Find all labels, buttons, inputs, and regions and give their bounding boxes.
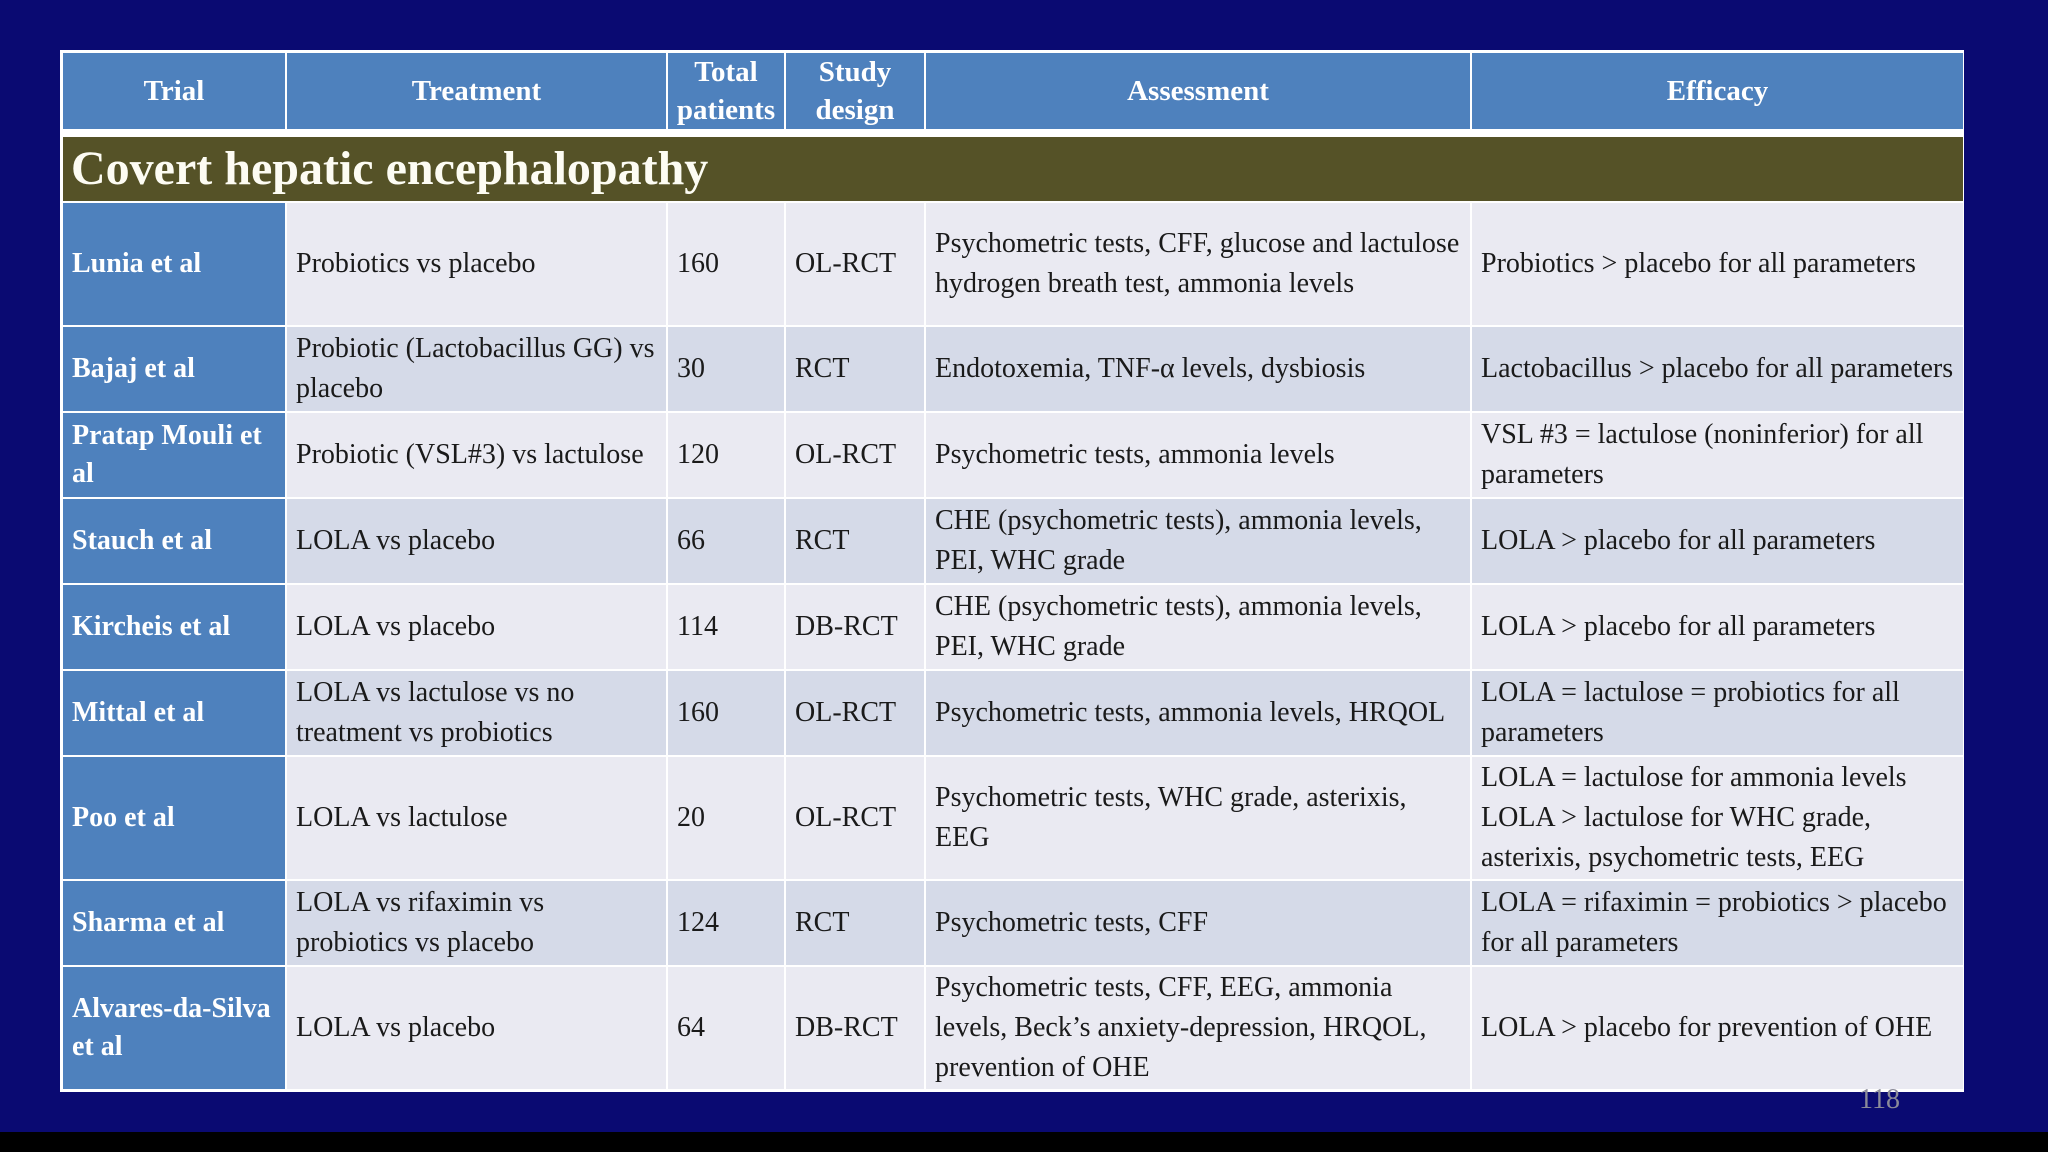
efficacy-cell: LOLA > placebo for prevention of OHE — [1472, 967, 1963, 1089]
patients-cell: 30 — [668, 327, 784, 411]
bottom-black-bar — [0, 1132, 2048, 1152]
page-number: 118 — [1859, 1084, 1900, 1115]
assessment-cell: CHE (psychometric tests), ammonia levels… — [926, 499, 1470, 583]
assessment-cell: Psychometric tests, WHC grade, asterixis… — [926, 757, 1470, 879]
efficacy-cell: LOLA = rifaximin = probiotics > placebo … — [1472, 881, 1963, 965]
treatment-cell: LOLA vs rifaximin vs probiotics vs place… — [287, 881, 666, 965]
col-header-assessment: Assessment — [926, 53, 1470, 129]
assessment-cell: Endotoxemia, TNF-α levels, dysbiosis — [926, 327, 1470, 411]
section-banner: Covert hepatic encephalopathy — [63, 131, 1963, 201]
treatment-cell: LOLA vs placebo — [287, 967, 666, 1089]
trials-table: Trial Treatment Total patients Study des… — [60, 50, 1964, 1092]
assessment-cell: Psychometric tests, CFF — [926, 881, 1470, 965]
trial-cell: Bajaj et al — [63, 327, 285, 411]
design-cell: OL-RCT — [786, 413, 924, 497]
assessment-cell: CHE (psychometric tests), ammonia levels… — [926, 585, 1470, 669]
assessment-cell: Psychometric tests, ammonia levels — [926, 413, 1470, 497]
patients-cell: 160 — [668, 203, 784, 325]
treatment-cell: LOLA vs lactulose — [287, 757, 666, 879]
design-cell: DB-RCT — [786, 585, 924, 669]
patients-cell: 124 — [668, 881, 784, 965]
efficacy-cell: LOLA = lactulose for ammonia levels LOLA… — [1472, 757, 1963, 879]
assessment-cell: Psychometric tests, ammonia levels, HRQO… — [926, 671, 1470, 755]
treatment-cell: Probiotics vs placebo — [287, 203, 666, 325]
trial-cell: Alvares-da-Silva et al — [63, 967, 285, 1089]
design-cell: OL-RCT — [786, 671, 924, 755]
trial-cell: Lunia et al — [63, 203, 285, 325]
col-header-total-patients: Total patients — [668, 53, 784, 129]
patients-cell: 66 — [668, 499, 784, 583]
col-header-treatment: Treatment — [287, 53, 666, 129]
trial-cell: Kircheis et al — [63, 585, 285, 669]
patients-cell: 120 — [668, 413, 784, 497]
treatment-cell: Probiotic (VSL#3) vs lactulose — [287, 413, 666, 497]
efficacy-cell: LOLA > placebo for all parameters — [1472, 585, 1963, 669]
efficacy-cell: LOLA = lactulose = probiotics for all pa… — [1472, 671, 1963, 755]
patients-cell: 20 — [668, 757, 784, 879]
design-cell: RCT — [786, 327, 924, 411]
col-header-study-design: Study design — [786, 53, 924, 129]
design-cell: RCT — [786, 881, 924, 965]
efficacy-cell: Lactobacillus > placebo for all paramete… — [1472, 327, 1963, 411]
col-header-efficacy: Efficacy — [1472, 53, 1963, 129]
design-cell: DB-RCT — [786, 967, 924, 1089]
design-cell: OL-RCT — [786, 757, 924, 879]
design-cell: OL-RCT — [786, 203, 924, 325]
trial-cell: Stauch et al — [63, 499, 285, 583]
patients-cell: 64 — [668, 967, 784, 1089]
efficacy-cell: LOLA > placebo for all parameters — [1472, 499, 1963, 583]
treatment-cell: LOLA vs placebo — [287, 585, 666, 669]
trial-cell: Sharma et al — [63, 881, 285, 965]
design-cell: RCT — [786, 499, 924, 583]
efficacy-cell: Probiotics > placebo for all parameters — [1472, 203, 1963, 325]
treatment-cell: LOLA vs lactulose vs no treatment vs pro… — [287, 671, 666, 755]
trial-cell: Poo et al — [63, 757, 285, 879]
treatment-cell: Probiotic (Lactobacillus GG) vs placebo — [287, 327, 666, 411]
patients-cell: 160 — [668, 671, 784, 755]
trial-cell: Mittal et al — [63, 671, 285, 755]
col-header-trial: Trial — [63, 53, 285, 129]
treatment-cell: LOLA vs placebo — [287, 499, 666, 583]
trial-cell: Pratap Mouli et al — [63, 413, 285, 497]
efficacy-cell: VSL #3 = lactulose (noninferior) for all… — [1472, 413, 1963, 497]
assessment-cell: Psychometric tests, CFF, EEG, ammonia le… — [926, 967, 1470, 1089]
assessment-cell: Psychometric tests, CFF, glucose and lac… — [926, 203, 1470, 325]
patients-cell: 114 — [668, 585, 784, 669]
